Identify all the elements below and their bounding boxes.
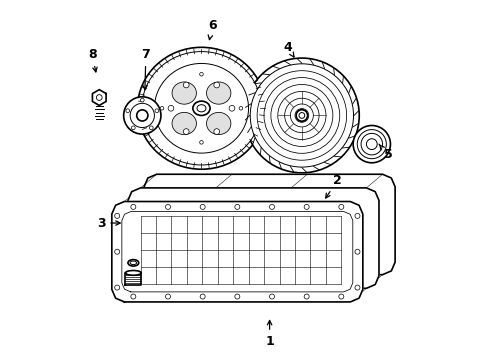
Circle shape [160,107,163,110]
Circle shape [338,204,343,210]
Text: 5: 5 [378,144,391,161]
Circle shape [244,58,359,173]
Circle shape [165,204,170,210]
Circle shape [284,98,319,133]
Circle shape [239,107,242,110]
Circle shape [270,85,332,147]
Polygon shape [125,273,141,285]
Circle shape [200,204,205,210]
Circle shape [366,139,376,149]
Circle shape [213,129,219,134]
Circle shape [257,71,346,160]
Circle shape [338,294,343,299]
Circle shape [199,72,203,76]
Polygon shape [144,174,394,275]
Circle shape [168,105,174,111]
Circle shape [360,134,382,155]
Ellipse shape [197,105,205,112]
Circle shape [354,249,359,254]
Ellipse shape [172,112,196,135]
Circle shape [149,126,153,130]
Ellipse shape [130,261,136,265]
Circle shape [125,109,129,113]
Circle shape [304,204,308,210]
Polygon shape [92,90,106,105]
Circle shape [131,204,136,210]
Text: 3: 3 [97,216,120,230]
Circle shape [228,105,234,111]
Circle shape [354,285,359,290]
Ellipse shape [142,51,261,165]
Ellipse shape [192,101,210,116]
Circle shape [298,113,304,118]
Circle shape [130,103,154,127]
Ellipse shape [125,270,141,275]
Circle shape [269,204,274,210]
Circle shape [165,294,170,299]
Circle shape [123,97,161,134]
Circle shape [131,126,135,130]
Circle shape [290,104,313,127]
Circle shape [304,294,308,299]
Ellipse shape [154,63,248,153]
Circle shape [277,91,325,140]
Ellipse shape [206,112,230,135]
Circle shape [234,294,239,299]
Circle shape [213,82,219,88]
Circle shape [137,110,147,121]
Circle shape [183,82,189,88]
Circle shape [269,294,274,299]
Circle shape [115,213,120,219]
Circle shape [234,204,239,210]
Circle shape [354,213,359,219]
Text: 2: 2 [325,174,342,198]
Circle shape [199,140,203,144]
Circle shape [115,285,120,290]
Polygon shape [112,202,362,302]
Text: 4: 4 [283,41,293,57]
Text: 8: 8 [88,48,97,72]
Text: 1: 1 [264,320,273,348]
Text: 6: 6 [207,19,216,40]
Circle shape [357,130,386,159]
Ellipse shape [128,260,139,266]
Circle shape [155,109,159,113]
Circle shape [183,129,189,134]
Ellipse shape [172,82,196,104]
Circle shape [296,110,307,121]
Circle shape [352,126,389,163]
Text: 7: 7 [141,48,150,90]
Circle shape [250,64,353,167]
Circle shape [264,78,339,153]
Circle shape [294,109,308,122]
Circle shape [140,98,144,102]
Circle shape [131,294,136,299]
Polygon shape [128,188,378,288]
Ellipse shape [206,82,230,104]
Ellipse shape [137,47,265,169]
Circle shape [115,249,120,254]
Circle shape [96,95,102,100]
Circle shape [200,294,205,299]
